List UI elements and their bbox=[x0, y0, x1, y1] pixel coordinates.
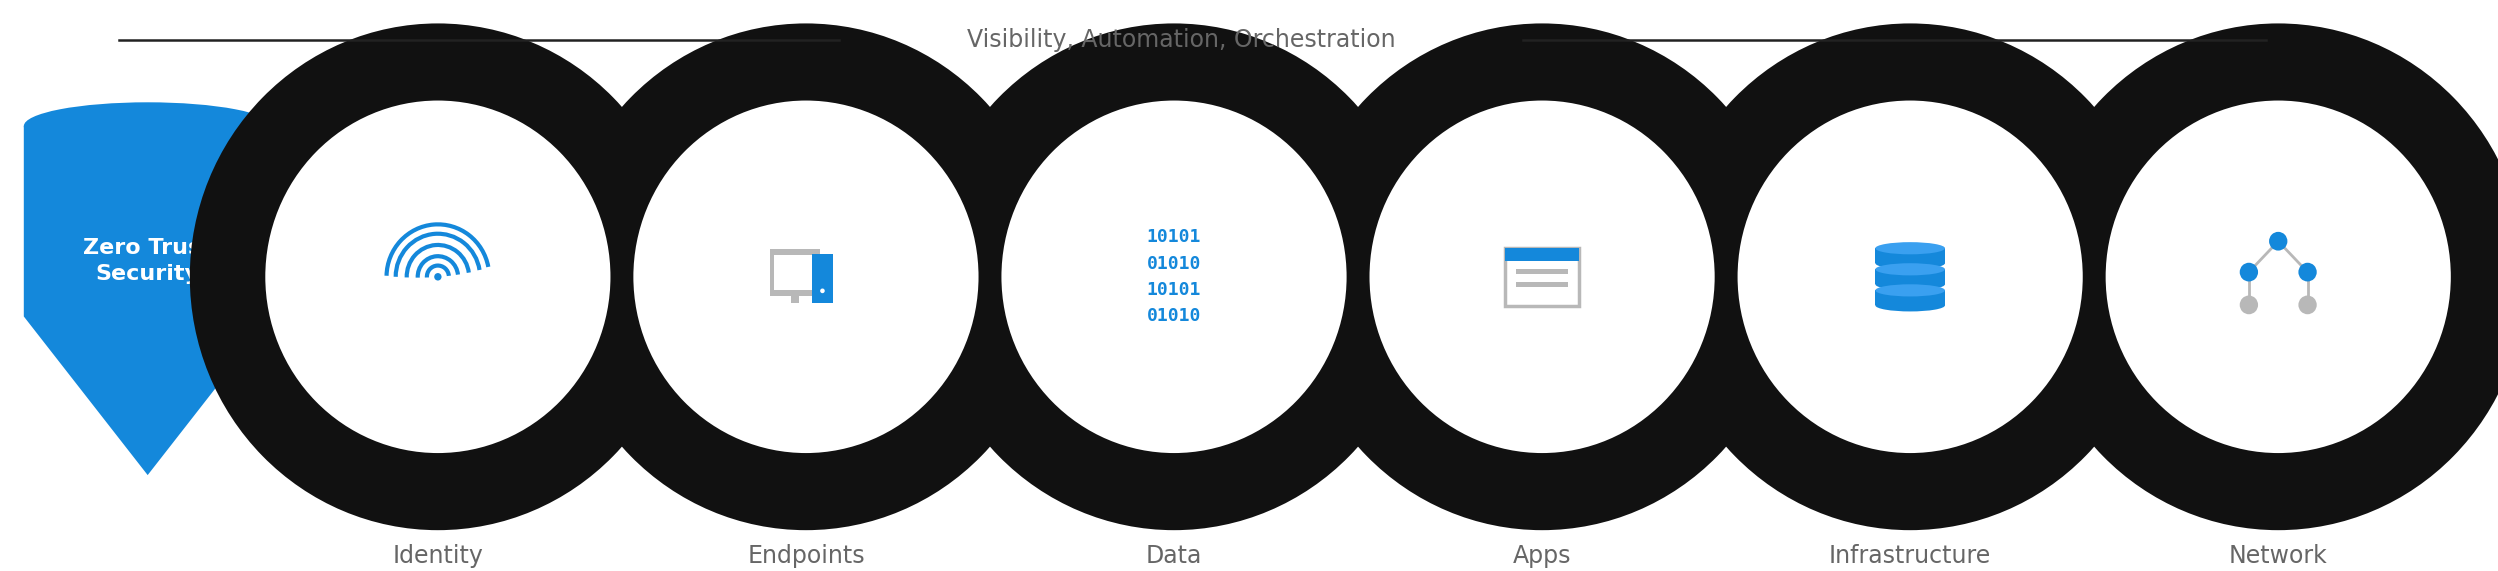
FancyBboxPatch shape bbox=[1516, 282, 1569, 287]
Text: 10101: 10101 bbox=[1147, 228, 1202, 247]
Text: Visibility, Automation, Orchestration: Visibility, Automation, Orchestration bbox=[967, 28, 1396, 52]
Ellipse shape bbox=[1661, 23, 2158, 530]
FancyBboxPatch shape bbox=[812, 254, 832, 303]
Ellipse shape bbox=[1002, 100, 1346, 453]
FancyBboxPatch shape bbox=[769, 249, 819, 296]
Ellipse shape bbox=[1369, 100, 1714, 453]
Ellipse shape bbox=[819, 288, 824, 293]
Ellipse shape bbox=[435, 273, 442, 280]
FancyBboxPatch shape bbox=[1506, 248, 1579, 260]
Text: 01010: 01010 bbox=[1147, 255, 1202, 273]
FancyBboxPatch shape bbox=[1516, 270, 1569, 274]
Ellipse shape bbox=[1876, 263, 1946, 275]
Ellipse shape bbox=[634, 100, 979, 453]
Bar bbox=[792, 296, 799, 303]
Bar bbox=[1876, 270, 1946, 284]
Text: 10101: 10101 bbox=[1147, 281, 1202, 299]
Text: 01010: 01010 bbox=[1147, 307, 1202, 325]
Ellipse shape bbox=[2298, 296, 2316, 314]
Ellipse shape bbox=[25, 102, 272, 150]
Ellipse shape bbox=[557, 23, 1054, 530]
Ellipse shape bbox=[2268, 232, 2288, 251]
Text: Endpoints: Endpoints bbox=[747, 544, 864, 568]
Ellipse shape bbox=[1876, 278, 1946, 291]
Ellipse shape bbox=[1294, 23, 1791, 530]
Ellipse shape bbox=[1876, 257, 1946, 270]
Ellipse shape bbox=[2031, 23, 2498, 530]
Text: Zero Trust
Security: Zero Trust Security bbox=[82, 238, 212, 284]
Text: Identity: Identity bbox=[392, 544, 482, 568]
Text: Data: Data bbox=[1147, 544, 1202, 568]
Ellipse shape bbox=[2241, 296, 2258, 314]
Ellipse shape bbox=[265, 100, 610, 453]
Ellipse shape bbox=[2241, 263, 2258, 282]
Text: Infrastructure: Infrastructure bbox=[1829, 544, 1991, 568]
Ellipse shape bbox=[1876, 284, 1946, 296]
Ellipse shape bbox=[1876, 299, 1946, 311]
Text: Apps: Apps bbox=[1514, 544, 1571, 568]
Ellipse shape bbox=[1739, 100, 2083, 453]
Ellipse shape bbox=[927, 23, 1421, 530]
FancyBboxPatch shape bbox=[774, 255, 817, 290]
Ellipse shape bbox=[190, 23, 687, 530]
Ellipse shape bbox=[2298, 263, 2316, 282]
Ellipse shape bbox=[1876, 242, 1946, 254]
Bar bbox=[1876, 291, 1946, 305]
Bar bbox=[1876, 248, 1946, 263]
Polygon shape bbox=[25, 126, 272, 475]
Text: Network: Network bbox=[2228, 544, 2328, 568]
Ellipse shape bbox=[2106, 100, 2451, 453]
FancyBboxPatch shape bbox=[1506, 248, 1579, 306]
